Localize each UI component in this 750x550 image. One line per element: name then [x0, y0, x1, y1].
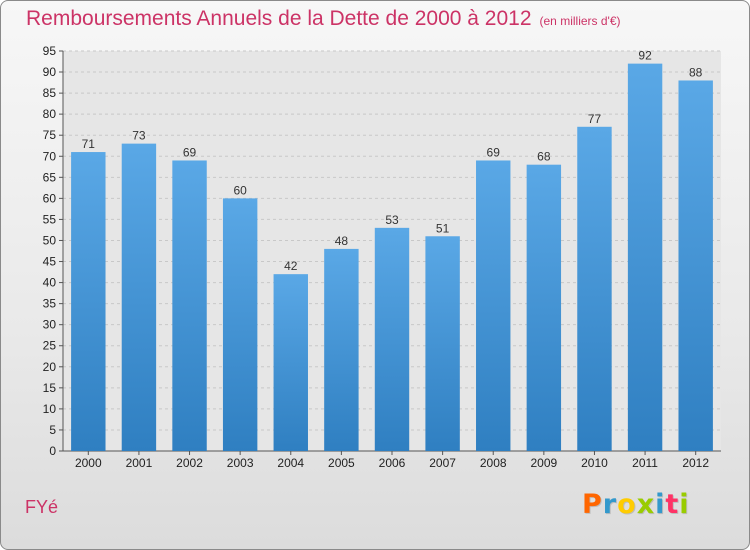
data-label-2009: 68 [537, 150, 551, 164]
logo-letter: t [665, 489, 680, 520]
data-label-2005: 48 [335, 234, 349, 248]
y-tick-label: 25 [43, 339, 57, 353]
x-tick-label: 2002 [176, 456, 203, 470]
y-tick-label: 90 [43, 65, 57, 79]
data-label-2011: 92 [638, 49, 652, 63]
y-tick-label: 45 [43, 255, 57, 269]
data-label-2000: 71 [82, 137, 96, 151]
y-tick-label: 35 [43, 297, 57, 311]
x-tick-label: 2003 [227, 456, 254, 470]
x-tick-label: 2011 [632, 456, 658, 470]
bar-2009[interactable] [526, 164, 562, 451]
logo-letter: i [655, 489, 666, 520]
place-name: FYé [25, 497, 59, 517]
x-tick-label: 2009 [530, 456, 557, 470]
logo-letter: o [617, 489, 637, 520]
chart-title: Remboursements Annuels de la Dette de 20… [26, 7, 621, 31]
bar-2004[interactable] [273, 274, 308, 451]
x-tick-label: 2004 [277, 456, 304, 470]
chart-subtitle: (en milliers d'€) [539, 14, 621, 28]
x-tick-label: 2006 [379, 456, 406, 470]
y-tick-label: 50 [43, 233, 57, 247]
y-tick-label: 75 [43, 128, 57, 142]
logo-letter: i [679, 489, 690, 520]
data-label-2007: 51 [436, 221, 450, 235]
bar-2005[interactable] [324, 248, 359, 451]
x-tick-label: 2000 [75, 456, 102, 470]
y-tick-label: 65 [43, 170, 57, 184]
bar-2002[interactable] [172, 160, 207, 451]
y-tick-label: 10 [43, 402, 57, 416]
bar-2003[interactable] [222, 198, 258, 451]
y-tick-label: 70 [43, 149, 57, 163]
x-tick-label: 2005 [328, 456, 355, 470]
data-label-2001: 73 [132, 129, 146, 143]
y-tick-label: 55 [43, 212, 57, 226]
y-tick-label: 60 [43, 191, 57, 205]
x-tick-label: 2010 [581, 456, 608, 470]
x-tick-label: 2012 [682, 456, 709, 470]
y-tick-label: 5 [49, 423, 56, 437]
data-label-2008: 69 [487, 145, 501, 159]
proxiti-logo[interactable]: Proxiti [582, 489, 690, 520]
bars [71, 63, 713, 452]
y-tick-label: 15 [43, 381, 57, 395]
bar-2007[interactable] [425, 236, 460, 451]
data-label-2002: 69 [183, 145, 197, 159]
logo-letter: P [582, 489, 603, 520]
y-tick-label: 0 [49, 444, 56, 458]
x-tick-label: 2008 [480, 456, 507, 470]
logo-letter: x [636, 489, 656, 520]
y-tick-label: 20 [43, 360, 57, 374]
bar-2011[interactable] [627, 63, 663, 451]
x-tick-label: 2007 [429, 456, 456, 470]
bar-2001[interactable] [121, 143, 157, 451]
axes: 0 5 10 15 20 25 30 35 40 45 50 55 60 65 70 75 80 85 90 95 20… [43, 44, 721, 470]
y-tick-label: 30 [43, 318, 57, 332]
bar-2010[interactable] [577, 126, 612, 451]
bar-2000[interactable] [71, 152, 106, 452]
logo-letter: r [602, 489, 618, 520]
x-tick-label: 2001 [126, 456, 153, 470]
data-labels: 71 73 69 60 42 48 53 51 69 68 77 92 88 [82, 49, 703, 274]
y-tick-label: 95 [43, 44, 57, 58]
bar-2008[interactable] [476, 160, 511, 451]
title-text: Remboursements Annuels de la Dette de 20… [26, 7, 532, 30]
y-tick-label: 85 [43, 86, 57, 100]
data-label-2012: 88 [689, 65, 703, 79]
data-label-2004: 42 [284, 259, 298, 273]
bar-2006[interactable] [374, 227, 410, 451]
data-label-2006: 53 [385, 213, 399, 227]
data-label-2010: 77 [588, 112, 602, 126]
data-label-2003: 60 [233, 183, 247, 197]
bar-2012[interactable] [678, 80, 713, 451]
y-tick-label: 40 [43, 276, 57, 290]
y-tick-label: 80 [43, 107, 57, 121]
